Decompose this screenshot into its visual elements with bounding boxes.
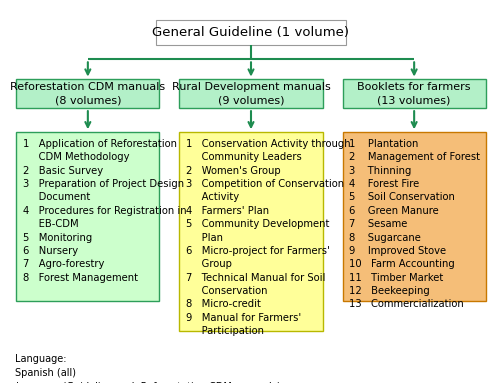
Text: Rural Development manuals
(9 volumes): Rural Development manuals (9 volumes): [171, 82, 330, 105]
FancyBboxPatch shape: [179, 80, 322, 108]
Text: 1   Application of Reforestation
     CDM Methodology
2   Basic Survey
3   Prepa: 1 Application of Reforestation CDM Metho…: [23, 139, 186, 283]
Text: Booklets for farmers
(13 volumes): Booklets for farmers (13 volumes): [357, 82, 470, 105]
Text: General Guideline (1 volume): General Guideline (1 volume): [152, 26, 349, 39]
FancyBboxPatch shape: [342, 132, 485, 301]
Text: Reforestation CDM manuals
(8 volumes): Reforestation CDM manuals (8 volumes): [10, 82, 165, 105]
FancyBboxPatch shape: [179, 132, 322, 331]
FancyBboxPatch shape: [342, 80, 485, 108]
FancyBboxPatch shape: [155, 20, 346, 45]
Text: 1    Plantation
2    Management of Forest
3    Thinning
4    Forest Fire
5    So: 1 Plantation 2 Management of Forest 3 Th…: [349, 139, 479, 309]
FancyBboxPatch shape: [16, 132, 159, 301]
Text: 1   Conservation Activity through
     Community Leaders
2   Women's Group
3   C: 1 Conservation Activity through Communit…: [186, 139, 350, 336]
Text: Language:
Spanish (all)
Japanese (Guideline and  Reforestation CDM manuals): Language: Spanish (all) Japanese (Guidel…: [15, 354, 280, 383]
FancyBboxPatch shape: [16, 80, 159, 108]
